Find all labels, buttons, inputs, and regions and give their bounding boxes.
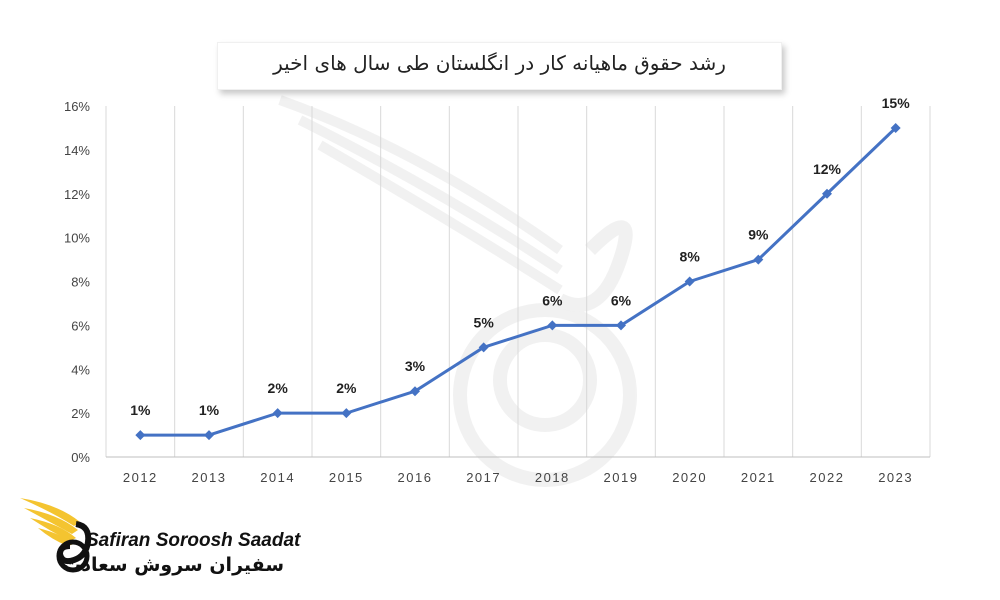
- brand-logo-icon: [20, 498, 92, 573]
- y-tick-label: 14%: [64, 143, 90, 158]
- x-tick-label: 2023: [878, 470, 913, 485]
- data-label: 6%: [542, 292, 563, 308]
- x-tick-label: 2019: [604, 470, 639, 485]
- watermark-emblem: [278, 95, 637, 487]
- data-label: 15%: [882, 95, 911, 111]
- y-tick-label: 0%: [71, 450, 90, 465]
- x-tick-label: 2021: [741, 470, 776, 485]
- data-label: 1%: [199, 402, 220, 418]
- series-line: [140, 126, 897, 437]
- data-label: 2%: [336, 380, 357, 396]
- x-tick-label: 2018: [535, 470, 570, 485]
- data-label: 8%: [680, 249, 701, 265]
- data-point: [753, 254, 764, 265]
- y-tick-label: 8%: [71, 275, 90, 290]
- data-label: 2%: [268, 380, 289, 396]
- label-layer: 1% 1% 2% 2% 3% 5% 6% 6% 8% 9% 12% 15%: [130, 95, 910, 418]
- data-label: 9%: [748, 227, 769, 243]
- x-tick-label: 2017: [466, 470, 501, 485]
- data-point: [547, 320, 558, 331]
- data-point: [272, 408, 283, 419]
- brand-name-fa: سفیران سروش سعادت: [62, 554, 284, 576]
- data-point: [341, 408, 352, 419]
- data-point: [135, 430, 146, 441]
- y-tick-label: 6%: [71, 318, 90, 333]
- data-point: [204, 430, 214, 441]
- axis-layer: 0% 2% 4% 6% 8% 10% 12% 14% 16% 2012 2013 2014 2015 20…: [64, 99, 930, 485]
- data-point: [478, 342, 489, 353]
- x-tick-label: 2012: [123, 470, 158, 485]
- chart-title-box: رشد حقوق ماهیانه کار در انگلستان طی سال …: [217, 42, 782, 90]
- x-tick-label: 2015: [329, 470, 364, 485]
- grid-layer: [105, 106, 931, 457]
- data-point: [684, 276, 695, 287]
- brand-name-en: Safiran Soroosh Saadat: [86, 530, 301, 551]
- x-tick-label: 2014: [260, 470, 295, 485]
- chart-title: رشد حقوق ماهیانه کار در انگلستان طی سال …: [273, 51, 726, 75]
- series-layer: [135, 122, 901, 441]
- y-tick-label: 12%: [64, 187, 90, 202]
- data-point: [616, 320, 626, 331]
- y-tick-label: 10%: [64, 231, 90, 246]
- data-point: [890, 122, 901, 133]
- x-tick-label: 2020: [672, 470, 707, 485]
- data-label: 5%: [474, 314, 495, 330]
- x-tick-label: 2013: [192, 470, 227, 485]
- data-label: 12%: [813, 161, 842, 177]
- y-tick-label: 2%: [71, 406, 90, 421]
- x-tick-label: 2022: [810, 470, 845, 485]
- data-label: 3%: [405, 358, 426, 374]
- x-tick-label: 2016: [398, 470, 433, 485]
- data-label: 6%: [611, 292, 632, 308]
- data-label: 1%: [130, 402, 151, 418]
- y-tick-label: 4%: [71, 362, 90, 377]
- data-point: [410, 386, 420, 397]
- data-point: [822, 188, 832, 199]
- y-tick-label: 16%: [64, 99, 90, 114]
